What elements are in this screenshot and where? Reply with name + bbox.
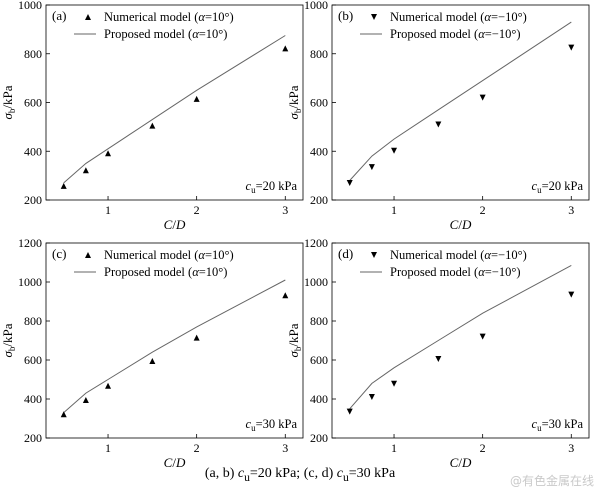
numerical-model-point xyxy=(346,179,353,186)
legend-marker-numerical xyxy=(371,252,377,258)
y-tick-label: 800 xyxy=(24,47,42,61)
y-tick-label: 1200 xyxy=(18,236,42,250)
y-tick-label: 800 xyxy=(310,314,328,328)
numerical-model-point xyxy=(82,167,89,174)
y-tick-label: 200 xyxy=(24,431,42,445)
figure-caption: (a, b) cu=20 kPa; (c, d) cu=30 kPa xyxy=(204,466,396,484)
numerical-model-point xyxy=(282,292,289,299)
legend-label-proposed: Proposed model (α=−10°) xyxy=(390,27,521,41)
numerical-model-point xyxy=(105,382,112,389)
y-axis-label: σb/kPa xyxy=(0,85,17,119)
proposed-model-line xyxy=(63,279,286,413)
y-tick-label: 600 xyxy=(310,353,328,367)
y-tick-label: 1000 xyxy=(18,275,42,289)
plot-frame xyxy=(45,242,304,439)
chart-panel-b: 200 400 600 800 1000 1 2 3 C/D σb/kPa (b) Numerical… xyxy=(286,0,590,232)
y-tick-label: 1000 xyxy=(304,275,328,289)
numerical-model-point xyxy=(435,356,442,363)
numerical-model-point xyxy=(568,44,575,51)
legend-label-proposed: Proposed model (α=−10°) xyxy=(390,265,521,279)
numerical-model-point xyxy=(346,408,353,415)
y-axis-label: σb/kPa xyxy=(286,323,303,357)
legend-label-proposed: Proposed model (α=10°) xyxy=(104,27,227,41)
y-tick-label: 400 xyxy=(310,144,328,158)
legend-marker-numerical xyxy=(85,14,91,20)
y-tick-label: 800 xyxy=(310,47,328,61)
x-axis-label: C/D xyxy=(450,217,472,232)
x-tick-label: 1 xyxy=(391,441,397,455)
chart-panel-c: 200 400 600 800 1000 1200 1 2 3 C/D σb/kPa (c) Numer… xyxy=(0,236,304,470)
y-tick-label: 400 xyxy=(310,392,328,406)
numerical-model-point xyxy=(391,147,398,154)
y-tick-label: 1000 xyxy=(18,0,42,12)
cu-annotation: cu=30 kPa xyxy=(532,417,584,433)
y-tick-label: 400 xyxy=(24,392,42,406)
y-tick-label: 1000 xyxy=(304,0,328,12)
y-tick-label: 200 xyxy=(310,193,328,207)
panel-label: (a) xyxy=(52,8,66,23)
watermark-text: @有色金属在线 xyxy=(509,474,594,488)
cu-annotation: cu=20 kPa xyxy=(532,179,584,195)
numerical-model-point xyxy=(149,357,156,364)
x-tick-label: 3 xyxy=(282,441,288,455)
x-tick-label: 3 xyxy=(568,441,574,455)
x-axis-label: C/D xyxy=(164,455,186,470)
legend-label-numerical: Numerical model (α=10°) xyxy=(104,248,234,262)
numerical-model-point xyxy=(149,122,156,129)
chart-panel-a: 200 400 600 800 1000 1 2 3 C/D σb/kPa (a) Numerical… xyxy=(0,0,304,232)
x-tick-label: 2 xyxy=(480,441,486,455)
legend-marker-numerical xyxy=(371,14,377,20)
numerical-model-point xyxy=(193,334,200,341)
numerical-model-point xyxy=(193,95,200,102)
numerical-model-point xyxy=(60,182,67,189)
y-tick-label: 600 xyxy=(24,353,42,367)
panel-label: (d) xyxy=(338,246,353,261)
proposed-model-line xyxy=(349,264,572,410)
chart-panel-d: 200 400 600 800 1000 1200 1 2 3 C/D σb/kPa (d) Numer… xyxy=(286,236,590,470)
cu-annotation: cu=20 kPa xyxy=(246,179,298,195)
numerical-model-point xyxy=(105,150,112,157)
x-tick-label: 1 xyxy=(391,203,397,217)
proposed-model-line xyxy=(349,21,572,181)
numerical-model-point xyxy=(479,333,486,340)
numerical-model-point xyxy=(60,411,67,418)
y-tick-label: 1200 xyxy=(304,236,328,250)
y-tick-label: 200 xyxy=(24,193,42,207)
y-tick-label: 600 xyxy=(310,96,328,110)
y-tick-label: 600 xyxy=(24,96,42,110)
numerical-model-point xyxy=(368,394,375,401)
numerical-model-point xyxy=(568,291,575,298)
legend-label-numerical: Numerical model (α=10°) xyxy=(104,10,234,24)
legend-label-numerical: Numerical model (α=−10°) xyxy=(390,248,527,262)
x-axis-label: C/D xyxy=(450,455,472,470)
numerical-model-point xyxy=(391,380,398,387)
x-tick-label: 1 xyxy=(105,203,111,217)
x-tick-label: 2 xyxy=(194,203,200,217)
numerical-model-point xyxy=(435,121,442,128)
y-tick-label: 400 xyxy=(24,144,42,158)
plot-frame xyxy=(331,242,590,439)
legend-label-proposed: Proposed model (α=10°) xyxy=(104,265,227,279)
x-axis-label: C/D xyxy=(164,217,186,232)
y-axis-label: σb/kPa xyxy=(0,323,17,357)
y-tick-label: 200 xyxy=(310,431,328,445)
proposed-model-line xyxy=(63,35,286,184)
cu-annotation: cu=30 kPa xyxy=(246,417,298,433)
x-tick-label: 2 xyxy=(480,203,486,217)
x-tick-label: 3 xyxy=(568,203,574,217)
x-tick-label: 2 xyxy=(194,441,200,455)
x-tick-label: 3 xyxy=(282,203,288,217)
numerical-model-point xyxy=(82,396,89,403)
y-axis-label: σb/kPa xyxy=(286,85,303,119)
numerical-model-point xyxy=(479,94,486,101)
panel-label: (c) xyxy=(52,246,66,261)
legend-marker-numerical xyxy=(85,252,91,258)
legend-label-numerical: Numerical model (α=−10°) xyxy=(390,10,527,24)
x-tick-label: 1 xyxy=(105,441,111,455)
numerical-model-point xyxy=(368,164,375,171)
panel-label: (b) xyxy=(338,8,353,23)
numerical-model-point xyxy=(282,45,289,52)
y-tick-label: 800 xyxy=(24,314,42,328)
